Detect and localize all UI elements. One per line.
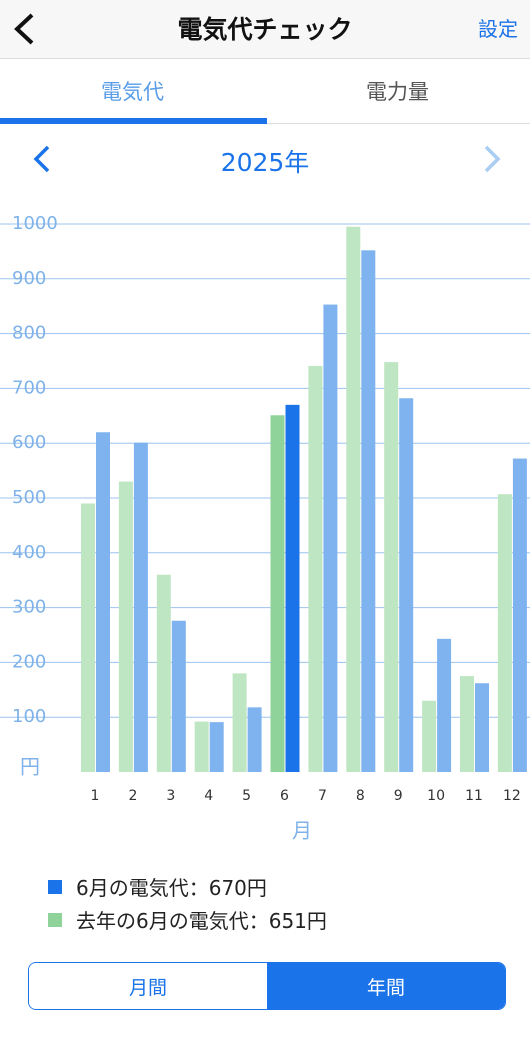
bar [475, 683, 489, 772]
bar [497, 494, 512, 772]
bar [399, 398, 414, 772]
x-tick-label: 11 [465, 788, 483, 804]
tab[interactable]: 電力量 [366, 80, 429, 104]
bar [81, 503, 95, 772]
bar [384, 362, 399, 772]
legend-item: 去年の6月の電気代：651円 [48, 905, 327, 934]
segment[interactable]: 月間 [29, 963, 267, 1009]
y-axis-label: 円 [20, 755, 40, 779]
bar [171, 620, 186, 772]
bar [232, 673, 247, 772]
bar [247, 707, 262, 772]
next-year[interactable] [482, 145, 502, 175]
year-label: 2025年 [220, 148, 310, 177]
y-tick-label: 900 [12, 268, 46, 289]
legend-swatch [48, 912, 62, 927]
bar [361, 250, 376, 772]
bar [308, 365, 323, 772]
x-tick-label: 3 [166, 788, 175, 804]
x-tick-label: 8 [356, 788, 365, 804]
x-tick-label: 1 [91, 788, 100, 804]
y-tick-label: 300 [12, 597, 46, 618]
y-tick-label: 500 [12, 487, 46, 508]
bar [346, 226, 361, 773]
x-tick-label: 6 [280, 788, 289, 804]
y-tick-label: 700 [12, 377, 46, 398]
bar [270, 415, 285, 772]
x-tick-label: 5 [242, 788, 251, 804]
legend-label: 去年の6月の電気代：651円 [76, 909, 327, 933]
x-tick-label: 10 [427, 788, 445, 804]
bar [156, 574, 171, 772]
y-tick-label: 1000 [12, 213, 58, 234]
bar [323, 304, 338, 772]
x-tick-label: 7 [318, 788, 327, 804]
settings-button[interactable]: 設定 [478, 17, 518, 41]
x-tick-label: 12 [503, 788, 521, 804]
y-tick-label: 600 [12, 432, 46, 453]
bar [422, 700, 437, 772]
x-tick-label: 9 [394, 788, 403, 804]
y-tick-label: 200 [12, 651, 46, 672]
bar [512, 458, 527, 772]
y-tick-label: 400 [12, 542, 46, 563]
bar [194, 721, 209, 772]
legend-item: 6月の電気代：670円 [48, 872, 267, 901]
x-axis-label: 月 [292, 819, 312, 843]
x-tick-label: 2 [128, 788, 137, 804]
bar [96, 432, 110, 772]
y-tick-label: 800 [12, 323, 46, 344]
y-tick-label: 100 [12, 706, 46, 727]
title: 電気代チェック [177, 15, 353, 44]
legend-swatch [48, 879, 62, 894]
bar [118, 481, 133, 772]
back-button[interactable] [12, 12, 36, 46]
bar [437, 638, 452, 772]
bar [209, 722, 224, 772]
bar [133, 442, 148, 772]
bar [285, 404, 300, 772]
segment-active[interactable]: 年間 [267, 963, 505, 1009]
bar [460, 676, 474, 772]
prev-year[interactable] [32, 145, 52, 175]
x-tick-label: 4 [204, 788, 213, 804]
nav-bar: 電気代チェック 設定 [0, 0, 530, 59]
tab-active[interactable]: 電気代 [101, 80, 164, 104]
tab-indicator [0, 118, 267, 124]
legend-label: 6月の電気代：670円 [76, 876, 267, 900]
segmented-control: 月間 年間 [28, 962, 506, 1010]
